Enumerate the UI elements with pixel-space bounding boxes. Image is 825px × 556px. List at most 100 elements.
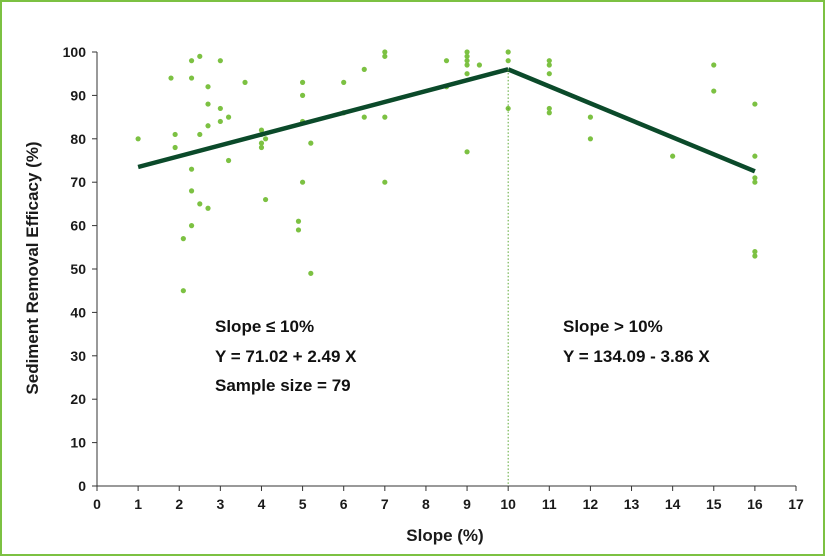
data-point (711, 88, 717, 94)
x-axis-title: Slope (%) (406, 526, 483, 545)
data-point (188, 75, 195, 81)
data-point (546, 62, 552, 68)
y-tick-label: 30 (70, 348, 86, 364)
data-point (242, 79, 248, 85)
data-point (752, 249, 758, 255)
x-tick-label: 3 (216, 496, 224, 512)
data-point (168, 75, 174, 81)
data-point (197, 53, 203, 59)
x-tick-label: 12 (583, 496, 599, 512)
data-point (172, 144, 178, 151)
data-point (188, 188, 195, 194)
x-tick-label: 17 (788, 496, 804, 512)
annotation-right-2: Y = 134.09 - 3.86 X (563, 347, 710, 366)
data-point (205, 101, 211, 107)
data-point (382, 114, 388, 120)
x-tick-label: 9 (463, 496, 471, 512)
data-point (308, 140, 314, 146)
data-point (670, 153, 676, 159)
y-tick-label: 0 (78, 478, 86, 494)
x-tick-label: 2 (175, 496, 183, 512)
x-tick-label: 13 (624, 496, 640, 512)
fit-line (137, 67, 509, 170)
y-tick-label: 40 (70, 304, 86, 320)
data-point (258, 144, 265, 151)
data-point (225, 114, 232, 120)
x-tick-label: 16 (747, 496, 763, 512)
y-tick-label: 20 (70, 391, 86, 407)
data-point (361, 114, 367, 120)
data-point (341, 79, 347, 85)
data-point (464, 149, 470, 155)
data-point (382, 53, 388, 59)
data-point (295, 227, 302, 233)
y-tick-label: 10 (70, 435, 86, 451)
annotation-left-3: Sample size = 79 (215, 376, 351, 395)
data-point (299, 179, 306, 185)
x-tick-label: 10 (500, 496, 516, 512)
data-point (299, 92, 306, 98)
data-point (217, 105, 223, 112)
data-point (135, 136, 141, 142)
data-point (752, 175, 758, 181)
data-point (546, 110, 552, 116)
x-tick-label: 6 (340, 496, 348, 512)
y-tick-label: 70 (70, 174, 86, 190)
data-point (752, 101, 758, 107)
x-tick-label: 5 (299, 496, 307, 512)
annotation-left-1: Slope ≤ 10% (215, 317, 314, 336)
data-point (361, 66, 367, 72)
data-point (464, 49, 470, 55)
data-point (505, 58, 511, 64)
data-point (197, 201, 203, 207)
data-point (382, 179, 388, 185)
data-point (295, 218, 302, 224)
data-point (172, 131, 178, 138)
data-point (443, 58, 450, 64)
x-tick-label: 4 (258, 496, 266, 512)
data-point (587, 114, 594, 120)
data-point (180, 236, 186, 242)
data-point (258, 127, 265, 133)
data-point (197, 131, 203, 138)
data-point (217, 58, 223, 64)
data-point (546, 71, 552, 77)
data-point (587, 136, 594, 142)
data-point (188, 58, 195, 64)
data-point (258, 140, 265, 146)
fit-lines-layer (137, 67, 756, 174)
data-point (217, 118, 223, 125)
y-tick-label: 80 (70, 131, 86, 147)
data-point (262, 196, 269, 203)
data-point (752, 179, 758, 185)
x-tick-label: 8 (422, 496, 430, 512)
data-point (308, 270, 314, 276)
data-point (262, 136, 269, 142)
data-point (476, 62, 482, 68)
data-point (752, 253, 758, 259)
fit-line (507, 67, 756, 174)
data-point (299, 79, 306, 85)
data-point (546, 58, 552, 64)
x-tick-label: 11 (542, 496, 557, 512)
y-tick-label: 50 (70, 261, 86, 277)
data-point (382, 49, 388, 55)
y-tick-label: 90 (70, 87, 86, 103)
annotation-right-1: Slope > 10% (563, 317, 663, 336)
points-layer (135, 49, 758, 294)
x-tick-label: 7 (381, 496, 389, 512)
data-point (205, 123, 211, 129)
data-point (464, 53, 470, 59)
data-point (752, 153, 758, 159)
data-point (505, 49, 511, 55)
data-point (205, 205, 211, 211)
data-point (180, 288, 186, 294)
data-point (188, 223, 195, 229)
data-point (464, 58, 470, 64)
data-point (711, 62, 717, 68)
x-tick-label: 1 (134, 496, 142, 512)
data-point (546, 105, 552, 112)
y-axis-title: Sediment Removal Efficacy (%) (23, 141, 42, 394)
